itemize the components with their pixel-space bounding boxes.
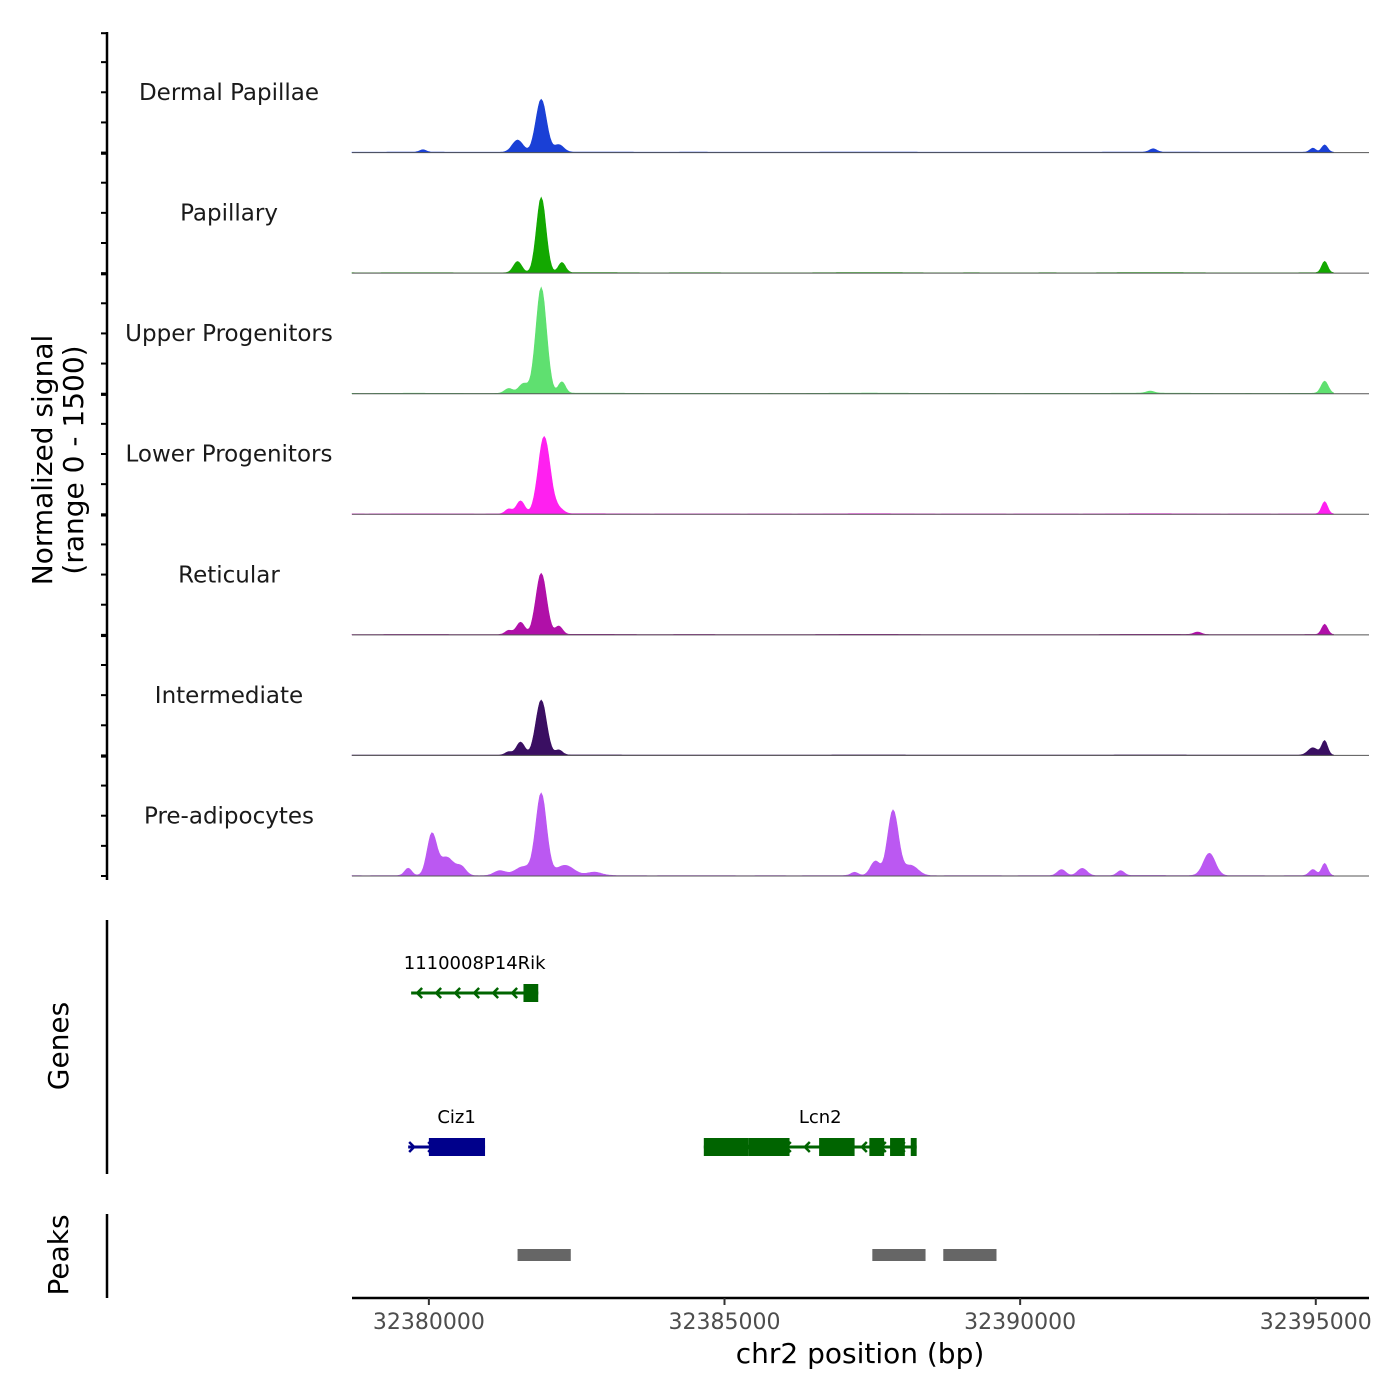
track-label: Reticular <box>178 562 280 588</box>
gene-ciz1: Ciz1 <box>408 1107 486 1156</box>
strand-arrow-icon <box>472 987 481 999</box>
coverage-area-intermediate <box>351 699 1334 756</box>
coverage-area-dermal-papillae <box>351 98 1334 153</box>
gene-exon <box>428 1138 486 1156</box>
strand-arrow-icon <box>860 1141 868 1153</box>
gene-lcn2: Lcn2 <box>703 1107 917 1156</box>
track-label: Papillary <box>180 201 278 227</box>
gene-exon <box>869 1138 885 1156</box>
strand-arrow-icon <box>453 987 462 999</box>
strand-arrow-icon <box>803 1141 811 1153</box>
coverage-area-lower-progenitors <box>351 435 1334 515</box>
track-label: Pre-adipocytes <box>144 803 314 829</box>
track-label: Intermediate <box>155 683 303 709</box>
gene-exon <box>890 1138 905 1156</box>
gene-exon <box>748 1138 790 1156</box>
strand-arrow-icon <box>491 987 500 999</box>
peaks-panel-title: Peaks <box>42 1214 75 1295</box>
gene-1110008p14rik: 1110008P14Rik <box>404 953 546 1002</box>
gene-exon <box>703 1138 749 1156</box>
peak-region <box>943 1249 997 1261</box>
track-label: Upper Progenitors <box>125 321 333 347</box>
genes-panel: 1110008P14Rik Ciz1 Lcn2 <box>105 920 917 1174</box>
genes-panel-title: Genes <box>42 1002 75 1090</box>
x-tick-label: 32380000 <box>373 1310 485 1335</box>
coverage-track-upper-progenitors: Upper Progenitors <box>125 286 1369 395</box>
strand-arrow-icon <box>415 987 424 999</box>
strand-arrow-icon <box>434 987 443 999</box>
coverage-track-pre-adipocytes: Pre-adipocytes <box>144 792 1369 877</box>
x-tick-label: 32395000 <box>1260 1310 1372 1335</box>
peaks-panel <box>105 1214 997 1298</box>
coverage-area-papillary <box>351 196 1334 274</box>
gene-exon <box>910 1138 917 1156</box>
gene-label: Lcn2 <box>799 1107 842 1128</box>
coverage-area-pre-adipocytes <box>351 792 1334 877</box>
strand-arrow-icon <box>408 1141 416 1153</box>
y-axis-subtitle: (range 0 - 1500) <box>57 345 90 574</box>
gene-label: Ciz1 <box>437 1107 475 1128</box>
x-tick-label: 32385000 <box>669 1310 781 1335</box>
track-label: Dermal Papillae <box>139 80 319 106</box>
coverage-track-intermediate: Intermediate <box>155 683 1369 756</box>
x-axis-title: chr2 position (bp) <box>736 1337 985 1370</box>
coverage-track-dermal-papillae: Dermal Papillae <box>139 80 1369 154</box>
y-axis-title: Normalized signal <box>26 335 59 586</box>
strand-arrow-icon <box>510 987 519 999</box>
coverage-area-upper-progenitors <box>351 286 1334 395</box>
x-tick-label: 32390000 <box>964 1310 1076 1335</box>
gene-exon <box>819 1138 855 1156</box>
coverage-track-papillary: Papillary <box>180 196 1369 274</box>
peak-region <box>872 1249 926 1261</box>
coverage-panel: Dermal Papillae Papillary Upper Progenitor… <box>101 32 1369 880</box>
coverage-track-lower-progenitors: Lower Progenitors <box>126 435 1369 515</box>
coverage-track-reticular: Reticular <box>178 562 1369 636</box>
gene-label: 1110008P14Rik <box>404 953 546 974</box>
peak-region <box>517 1249 571 1261</box>
gene-exon <box>523 984 539 1002</box>
track-label: Lower Progenitors <box>126 442 333 468</box>
coverage-area-reticular <box>351 572 1334 636</box>
x-axis: 32380000 32385000 32390000 32395000 <box>352 1296 1372 1335</box>
